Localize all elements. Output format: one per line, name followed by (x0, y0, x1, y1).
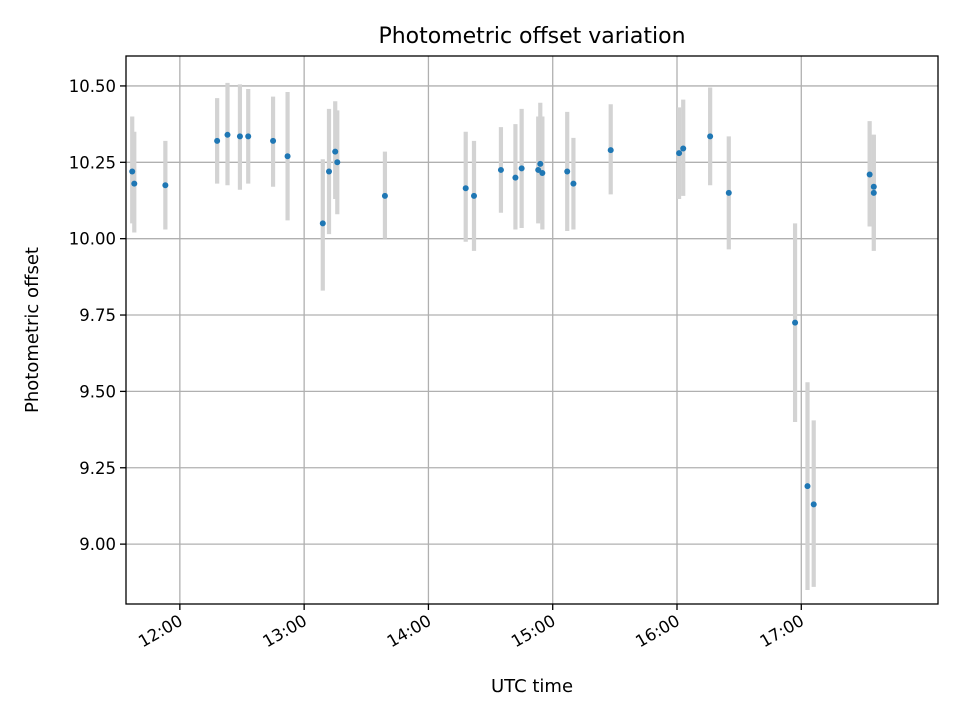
y-tick-label: 10.50 (69, 77, 116, 96)
plot-frame (125, 55, 939, 605)
data-point (284, 153, 291, 160)
data-point (870, 189, 877, 196)
data-point (539, 169, 546, 176)
data-point (870, 183, 877, 190)
data-point (866, 171, 873, 178)
data-points (129, 131, 877, 508)
data-point (535, 166, 542, 173)
x-axis-label: UTC time (491, 676, 573, 697)
data-point (334, 159, 341, 166)
x-axis-ticks: 12:00 13:00 14:00 15:00 16:00 17:00 (135, 604, 807, 651)
data-point (319, 220, 326, 227)
data-point (570, 180, 577, 187)
data-point (810, 501, 817, 508)
data-point (236, 133, 243, 140)
data-point (497, 166, 504, 173)
y-tick-label: 10.00 (69, 230, 116, 249)
x-tick-label: 15:00 (508, 611, 559, 651)
data-point (224, 131, 231, 138)
data-point (680, 145, 687, 152)
y-tick-label: 9.75 (79, 306, 116, 325)
data-point (804, 483, 811, 490)
data-point (131, 180, 138, 187)
data-point (607, 147, 614, 154)
data-point (381, 192, 388, 199)
grid-lines (126, 56, 938, 604)
data-point (270, 137, 277, 144)
y-tick-label: 10.25 (69, 153, 116, 172)
x-tick-label: 17:00 (757, 611, 808, 651)
x-tick-label: 16:00 (632, 611, 683, 651)
data-point (245, 133, 252, 140)
data-point (332, 148, 339, 155)
data-point (518, 165, 525, 172)
data-point (792, 319, 799, 326)
data-point (676, 150, 683, 157)
data-point (725, 189, 732, 196)
error-bars (130, 82, 876, 590)
x-tick-label: 13:00 (259, 611, 310, 651)
y-tick-label: 9.00 (79, 535, 116, 554)
data-point (326, 168, 332, 175)
data-point (564, 168, 571, 175)
chart-title: Photometric offset variation (378, 24, 685, 49)
y-axis-ticks: 9.00 9.25 9.50 9.75 10.00 10.25 10.50 (69, 77, 126, 554)
data-point (707, 133, 714, 140)
x-tick-label: 12:00 (135, 611, 186, 651)
data-point (512, 174, 519, 181)
y-tick-label: 9.50 (79, 382, 116, 401)
x-tick-label: 14:00 (384, 611, 435, 651)
data-point (129, 168, 136, 175)
y-axis-label: Photometric offset (22, 247, 43, 413)
data-point (214, 137, 221, 144)
data-point (471, 192, 477, 199)
data-point (462, 185, 469, 192)
data-point (537, 160, 544, 167)
data-point (162, 182, 169, 189)
y-tick-label: 9.25 (79, 459, 116, 478)
